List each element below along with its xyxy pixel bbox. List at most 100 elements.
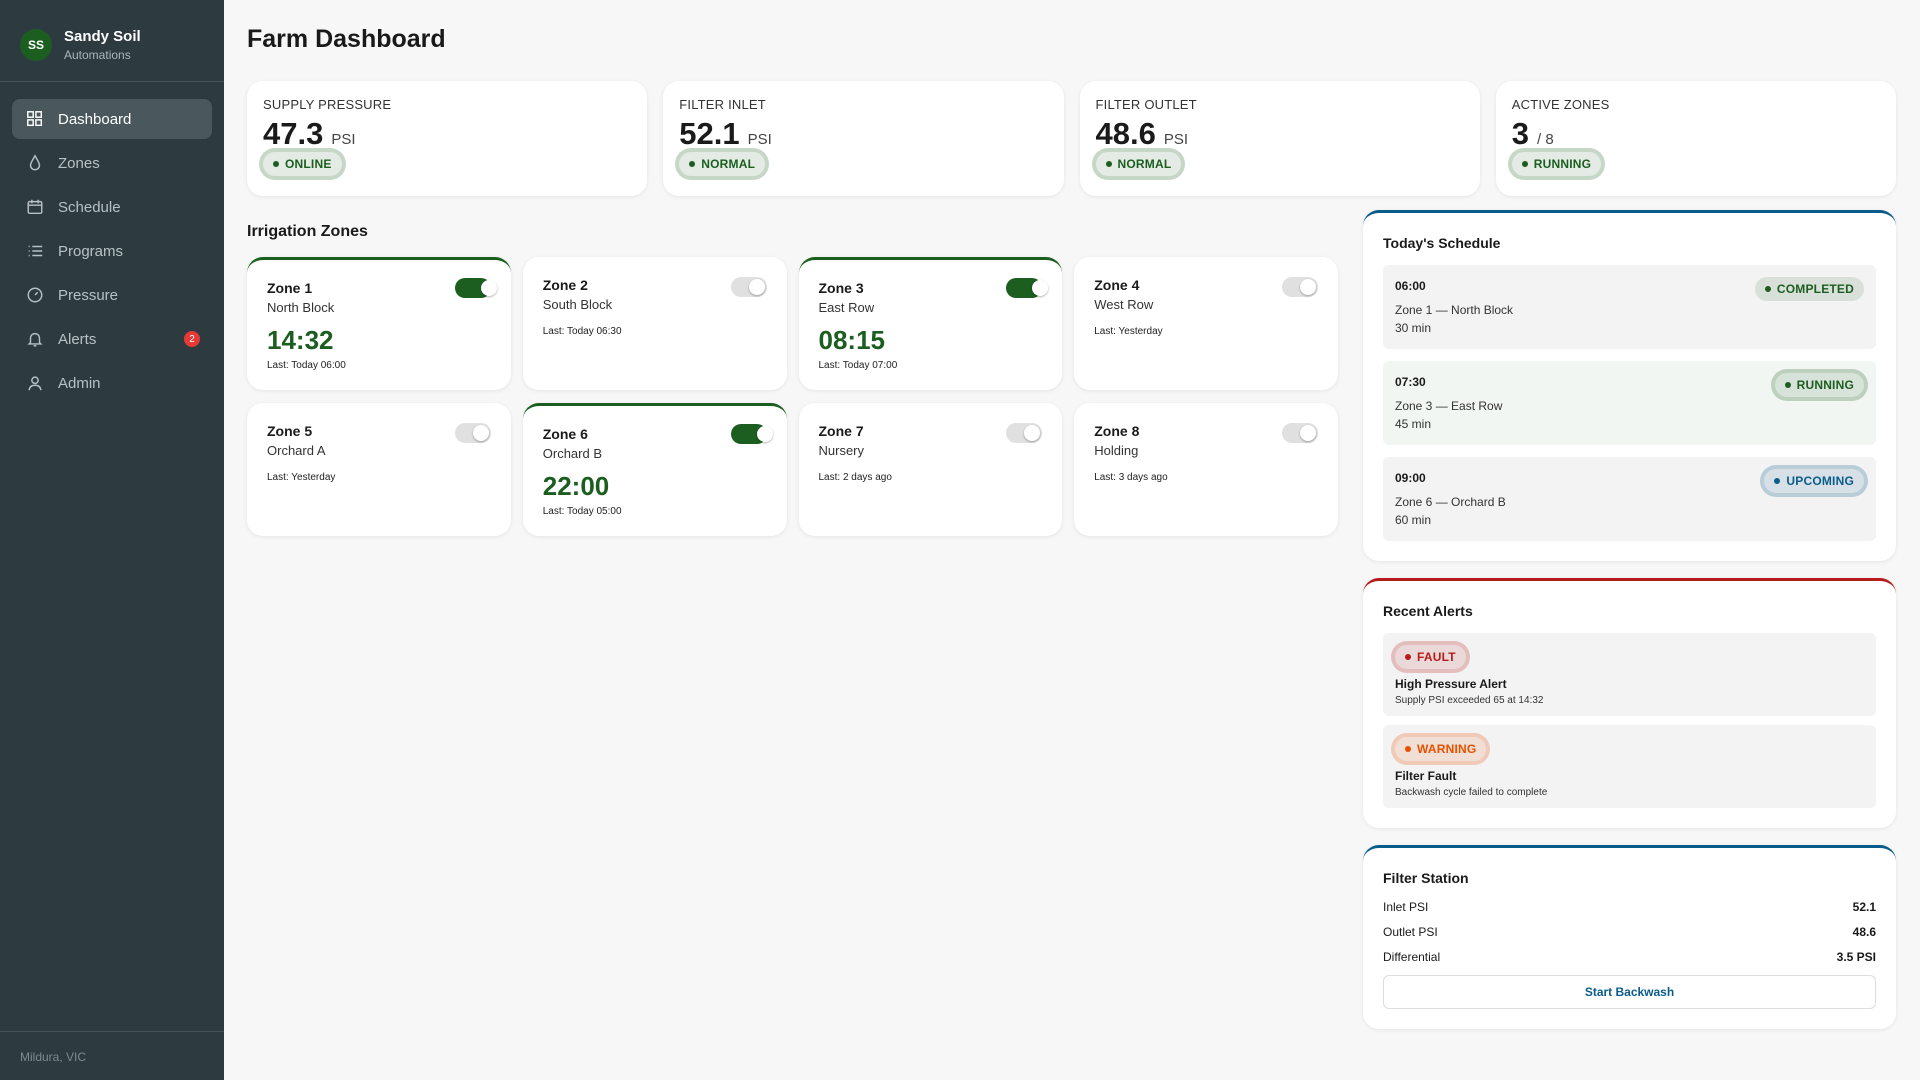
- nav-item[interactable]: Alerts 2: [12, 319, 212, 359]
- zone-last-run: Last: Yesterday: [267, 472, 336, 483]
- org-subtitle: Automations: [64, 47, 131, 62]
- nav-icon: [27, 332, 43, 347]
- status-text: RUNNING: [1533, 157, 1592, 171]
- zone-toggle[interactable]: [1282, 277, 1318, 297]
- icon-shape: [34, 291, 39, 296]
- status-dot: [1521, 161, 1528, 167]
- status-pill: RUNNING: [1511, 152, 1602, 176]
- status-dot: [1105, 161, 1112, 167]
- stat-card: ACTIVE ZONES 3 / 8 RUNNING: [1495, 81, 1896, 196]
- stat-value-row: 3 / 8: [1512, 116, 1880, 152]
- zone-card: Zone 2 South Block Last: Today 06:30: [522, 257, 787, 390]
- zone-last-run: Last: 2 days ago: [818, 472, 892, 483]
- icon-shape: [31, 376, 39, 385]
- status-pill: NORMAL: [679, 152, 766, 176]
- zone-card: Zone 1 North Block 14:32 Last: Today 06:00: [247, 257, 511, 390]
- zone-last-run: Last: Today 06:30: [542, 326, 622, 337]
- zone-last-run: Last: Today 07:00: [818, 360, 898, 371]
- zone-location: Orchard A: [267, 443, 326, 458]
- status-pill: WARNING: [1395, 737, 1487, 761]
- alert-item: WARNING Filter Fault Backwash cycle failed…: [1383, 725, 1876, 808]
- filter-row: Inlet PSI 52.1: [1383, 900, 1876, 914]
- filter-panel: Filter Station Inlet PSI 52.1 Outlet PSI 48.…: [1363, 845, 1896, 1029]
- nav-item[interactable]: Pressure: [12, 275, 212, 315]
- panel-title: Today's Schedule: [1383, 235, 1501, 251]
- status-pill: ONLINE: [263, 152, 342, 176]
- main: Farm Dashboard SUPPLY PRESSURE 47.3 PSI ONLI…: [224, 0, 1920, 1080]
- status-text: NORMAL: [701, 157, 756, 171]
- schedule-panel: Today's Schedule 06:00 COMPLETED Zone 1 — N…: [1363, 210, 1896, 561]
- nav-item[interactable]: Admin: [12, 363, 212, 403]
- stat-value: 47.3: [263, 116, 324, 151]
- stat-card: FILTER INLET 52.1 PSI NORMAL: [663, 81, 1064, 196]
- alerts-panel: Recent Alerts FAULT High Pressure Alert Sup…: [1363, 578, 1896, 828]
- status-text: WARNING: [1417, 742, 1477, 756]
- nav-item[interactable]: Schedule: [12, 187, 212, 227]
- stat-unit: PSI: [747, 131, 772, 148]
- icon-shape: [27, 332, 43, 347]
- icon-shape: [27, 119, 34, 127]
- zone-location: North Block: [267, 300, 335, 315]
- schedule-zone: Zone 6 — Orchard B: [1395, 495, 1506, 509]
- nav-icon: [27, 199, 43, 215]
- icon-shape: [29, 154, 41, 171]
- schedule-duration: 60 min: [1395, 513, 1432, 527]
- schedule-item: 06:00 COMPLETED Zone 1 — North Block 30 min: [1383, 265, 1876, 349]
- zone-name: Zone 6: [542, 426, 588, 442]
- sidebar: SS Sandy Soil Automations Dashboard Zones Sch…: [0, 0, 224, 1080]
- alert-detail: Supply PSI exceeded 65 at 14:32: [1395, 695, 1544, 706]
- nav-icon: [29, 154, 41, 171]
- zone-toggle[interactable]: [454, 423, 491, 443]
- schedule-time: 09:00: [1395, 471, 1426, 485]
- nav-label: Schedule: [58, 198, 121, 216]
- status-text: ONLINE: [285, 157, 332, 171]
- stat-value-row: 47.3 PSI: [263, 116, 631, 152]
- status-pill: FAULT: [1395, 645, 1466, 669]
- schedule-zone: Zone 3 — East Row: [1395, 399, 1503, 413]
- schedule-item: 09:00 UPCOMING Zone 6 — Orchard B 60 min: [1383, 457, 1876, 541]
- stat-card: FILTER OUTLET 48.6 PSI NORMAL: [1079, 81, 1480, 196]
- stat-value: 3: [1511, 116, 1529, 151]
- status-dot: [1405, 746, 1411, 752]
- stat-label: ACTIVE ZONES: [1511, 97, 1610, 112]
- filter-value: 3.5 PSI: [1836, 950, 1876, 964]
- nav-item[interactable]: Dashboard: [12, 99, 212, 139]
- zone-toggle[interactable]: [1006, 278, 1049, 298]
- stat-unit: PSI: [331, 131, 356, 148]
- status-dot: [1405, 654, 1411, 660]
- alert-title: High Pressure Alert: [1395, 677, 1507, 691]
- zone-toggle[interactable]: [730, 277, 767, 297]
- backwash-button[interactable]: Start Backwash: [1383, 975, 1876, 1009]
- zone-location: West Row: [1094, 297, 1154, 312]
- zone-last-run: Last: Today 05:00: [542, 506, 622, 517]
- nav-badge: 2: [184, 331, 200, 347]
- zone-toggle[interactable]: [1006, 423, 1043, 443]
- filter-row: Differential 3.5 PSI: [1383, 950, 1876, 964]
- nav-label: Dashboard: [58, 110, 132, 128]
- nav-item[interactable]: Programs: [12, 231, 212, 271]
- status-pill: UPCOMING: [1764, 469, 1864, 493]
- page-title: Farm Dashboard: [247, 25, 446, 53]
- zone-name: Zone 7: [818, 423, 864, 439]
- stat-label: FILTER OUTLET: [1095, 97, 1197, 112]
- zone-last-run: Last: Yesterday: [1094, 326, 1163, 337]
- brand-text: Sandy Soil Automations: [64, 28, 141, 62]
- schedule-duration: 30 min: [1395, 321, 1432, 335]
- side-panels: Today's Schedule 06:00 COMPLETED Zone 1 — N…: [1363, 210, 1896, 1046]
- alert-item: FAULT High Pressure Alert Supply PSI excee…: [1383, 633, 1876, 716]
- zone-toggle[interactable]: [454, 278, 497, 298]
- stat-card: SUPPLY PRESSURE 47.3 PSI ONLINE: [247, 81, 648, 196]
- stat-value: 48.6: [1095, 116, 1156, 151]
- zone-location: South Block: [542, 297, 613, 312]
- icon-shape: [35, 111, 43, 118]
- zone-toggle[interactable]: [1282, 423, 1318, 443]
- stat-value-row: 48.6 PSI: [1096, 116, 1464, 152]
- filter-value: 48.6: [1852, 925, 1876, 939]
- icon-shape: [28, 199, 42, 206]
- zone-name: Zone 8: [1094, 423, 1140, 439]
- org-name: Sandy Soil: [64, 27, 141, 45]
- nav-item[interactable]: Zones: [12, 143, 212, 183]
- zone-name: Zone 4: [1094, 277, 1140, 293]
- zone-toggle[interactable]: [730, 424, 773, 444]
